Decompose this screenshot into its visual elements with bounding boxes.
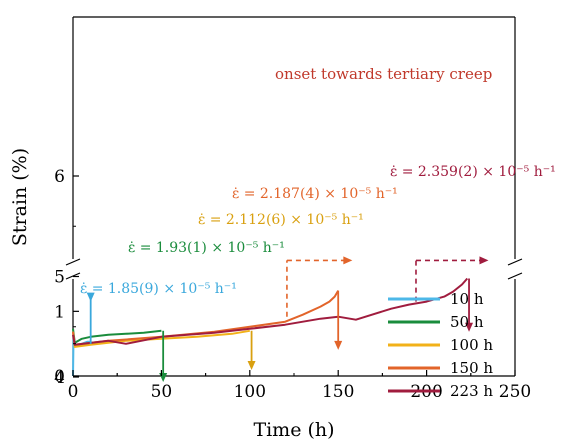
onset-arrow-head: [343, 256, 353, 265]
x-tick-label: 250: [499, 382, 531, 402]
tick-layer: 05010015020025045601: [54, 167, 531, 402]
onset-arrow-head: [479, 256, 489, 265]
rate-arrow-head: [334, 340, 343, 350]
rate-label: ε̇ = 1.93(1) × 10⁻⁵ h⁻¹: [128, 240, 285, 256]
series-line-223-h: [72, 277, 469, 346]
x-tick-label: 0: [68, 382, 79, 402]
rate-arrow-head: [465, 322, 474, 332]
plot-frame: [65, 16, 523, 377]
series-layer: [72, 277, 469, 377]
rate-arrow-head: [86, 292, 95, 302]
x-tick-label: 150: [322, 382, 354, 402]
y-axis-title: Strain (%): [9, 148, 31, 246]
axis-break-mark-right-0: [507, 258, 523, 266]
legend-label: 50 h: [450, 313, 484, 331]
rate-label: ε̇ = 1.85(9) × 10⁻⁵ h⁻¹: [80, 281, 237, 297]
legend-label: 150 h: [450, 359, 493, 377]
rate-arrow-head: [159, 373, 168, 383]
series-line-50-h: [72, 328, 162, 344]
y-tick-label-upper: 5: [54, 268, 65, 288]
y-tick-label-lower: 0: [54, 367, 65, 387]
y-tick-label-upper: 4: [54, 368, 65, 388]
axis-break-mark-right-1: [507, 272, 523, 280]
y-tick-label-lower: 1: [54, 302, 65, 322]
x-axis-title: Time (h): [253, 419, 334, 441]
rate-label: ε̇ = 2.359(2) × 10⁻⁵ h⁻¹: [390, 164, 556, 180]
onset-label: onset towards tertiary creep: [275, 65, 492, 83]
annotation-layer: ε̇ = 1.85(9) × 10⁻⁵ h⁻¹ ε̇ = 1.93(1) × 10…: [80, 65, 556, 383]
series-line-100-h: [72, 329, 250, 348]
rate-label: ε̇ = 2.112(6) × 10⁻⁵ h⁻¹: [198, 212, 364, 228]
rate-label: ε̇ = 2.187(4) × 10⁻⁵ h⁻¹: [232, 186, 398, 202]
legend: 10 h 50 h 100 h 150 h 223 h: [388, 290, 493, 400]
y-tick-label-upper: 6: [54, 167, 65, 187]
legend-label: 223 h: [450, 382, 493, 400]
x-tick-label: 100: [234, 382, 266, 402]
axis-break-mark-left-0: [65, 258, 81, 266]
x-tick-label: 50: [151, 382, 173, 402]
rate-arrow-head: [247, 360, 256, 370]
legend-label: 10 h: [450, 290, 484, 308]
legend-label: 100 h: [450, 336, 493, 354]
